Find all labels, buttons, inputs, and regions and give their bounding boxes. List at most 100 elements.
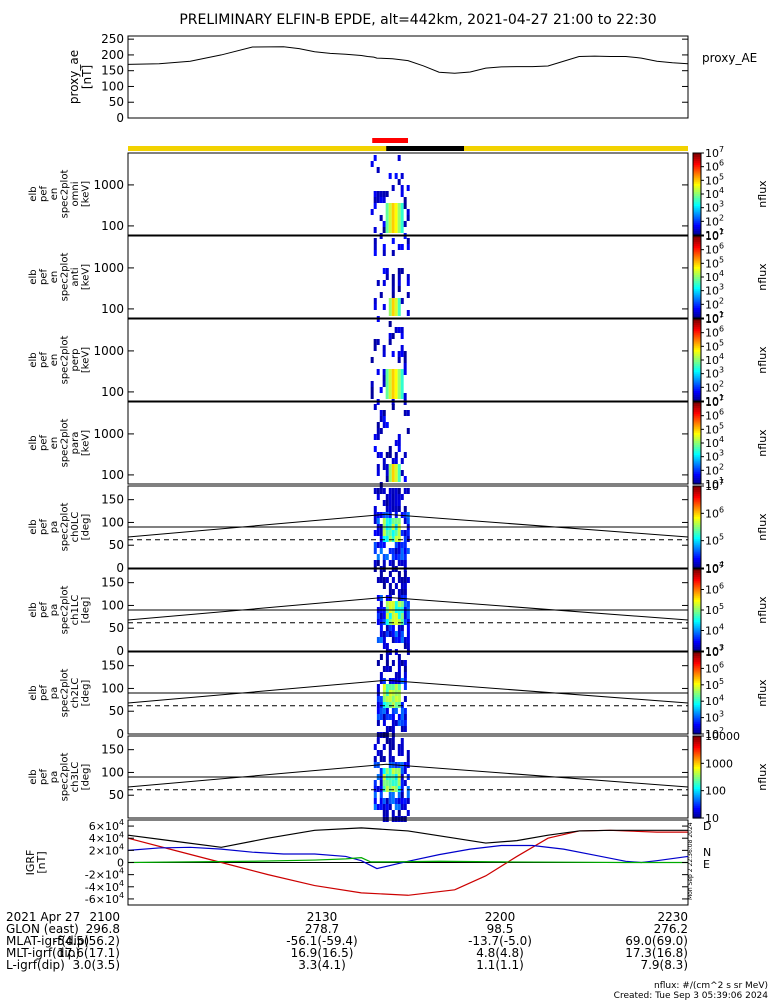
spectrogram-cell	[391, 625, 395, 631]
igrf-series-N	[127, 844, 689, 870]
colorbar-cell	[693, 750, 701, 753]
spectrogram-cell	[388, 500, 392, 506]
colorbar-tick-label: 107	[705, 228, 724, 243]
colorbar-cell	[693, 232, 701, 236]
colorbar-tick-label: 101	[705, 393, 724, 408]
spectrogram-cell	[394, 619, 398, 625]
spectrogram-cell	[379, 577, 383, 583]
colorbar-cell	[693, 428, 701, 432]
spectrogram-cell	[379, 428, 383, 434]
spectrogram-cell	[388, 619, 392, 625]
spectrogram-cell	[382, 345, 386, 351]
spectrogram-cell	[394, 768, 398, 774]
colorbar-cell	[693, 498, 701, 501]
colorbar-cell	[693, 471, 701, 475]
footer-row-value: 3.3(4.1)	[298, 958, 346, 972]
colorbar-cell	[693, 628, 701, 632]
spectrogram-cell	[400, 631, 404, 637]
colorbar-cell	[693, 531, 701, 534]
spectrogram-cell	[388, 488, 392, 494]
colorbar-label: nflux	[756, 429, 769, 457]
spectrogram-cell	[394, 786, 398, 792]
colorbar-tick-label: 104	[705, 352, 724, 367]
spectrogram-cell	[397, 768, 401, 774]
colorbar-tick-label: 104	[705, 186, 724, 201]
spectrogram-cell	[379, 197, 383, 203]
spectrogram-cell	[376, 637, 380, 643]
spectrogram-cell	[397, 798, 401, 804]
spectrogram-cell	[391, 470, 395, 476]
colorbar-cell	[693, 605, 701, 609]
spectrogram-cell	[394, 542, 398, 548]
y-tick-label: 1000	[93, 178, 124, 192]
spectrogram-cell	[376, 470, 380, 476]
colorbar-cell	[693, 678, 701, 682]
spectrogram-cell	[373, 756, 377, 762]
spectrogram-cell	[382, 381, 386, 387]
spectrogram-cell	[376, 708, 380, 714]
footer-row-value: 296.8	[86, 922, 120, 936]
spectrogram-cell	[403, 197, 407, 203]
spectrogram-cell	[394, 708, 398, 714]
colorbar-tick-label: 103	[705, 710, 724, 725]
footer-row-value: 276.2	[654, 922, 688, 936]
colorbar-cell	[693, 404, 701, 407]
colorbar-cell	[693, 736, 701, 739]
spectrogram-cell	[391, 298, 395, 304]
spectrogram-cell	[400, 542, 404, 548]
spectrogram-cell	[373, 786, 377, 792]
footer-row-value: -56.1(-59.4)	[286, 934, 357, 948]
spectrogram-cell	[406, 274, 410, 280]
spectrogram-cell	[379, 637, 383, 643]
spectrogram-cell	[382, 422, 386, 428]
spectrogram-cell	[382, 619, 386, 625]
spectrogram-cell	[400, 619, 404, 625]
spectrogram-cell	[382, 244, 386, 250]
spectrogram-cell	[406, 625, 410, 631]
spectrogram-cell	[376, 613, 380, 619]
colorbar-cell	[693, 815, 701, 819]
colorbar-cell	[693, 573, 701, 576]
spectrogram-cell	[397, 571, 401, 577]
panel-frame	[127, 235, 689, 319]
spectrogram-cell	[391, 476, 395, 482]
colorbar-cell	[693, 449, 701, 452]
y-tick-label: 100	[101, 598, 124, 612]
spectrogram-cell	[406, 428, 410, 434]
spectrogram-cell	[385, 268, 389, 274]
spectrogram-cell	[382, 554, 386, 560]
colorbar-cell	[693, 727, 701, 731]
spectrogram-cell	[403, 696, 407, 702]
colorbar-cell	[693, 721, 701, 725]
colorbar-cell	[693, 297, 701, 301]
spectrogram-cell	[373, 446, 377, 452]
spectrogram-cell	[385, 684, 389, 690]
colorbar-cell	[693, 579, 701, 582]
spectrogram-cell	[376, 732, 380, 738]
spectrogram-cell	[379, 387, 383, 393]
spectrogram-cell	[373, 345, 377, 351]
spectrogram-cell	[379, 571, 383, 577]
spectrogram-cell	[403, 351, 407, 357]
colorbar-cell	[693, 272, 701, 276]
spectrogram-cell	[373, 244, 377, 250]
spectrogram-cell	[406, 215, 410, 221]
colorbar-cell	[693, 453, 701, 456]
spectrogram-cell	[400, 185, 404, 191]
spectrogram-cell	[397, 393, 401, 399]
spectrogram-cell	[379, 750, 383, 756]
spectrogram-cell	[382, 536, 386, 542]
colorbar-cell	[693, 551, 701, 555]
colorbar-cell	[693, 711, 701, 715]
spectrogram-cell	[394, 672, 398, 678]
spectrogram-cell	[385, 643, 389, 649]
colorbar-cell	[693, 575, 701, 578]
igrf-y-tick-label: -6×104	[85, 891, 124, 906]
spectrogram-cell	[397, 381, 401, 387]
spectrogram-cell	[397, 804, 401, 810]
spectrogram-cell	[388, 804, 392, 810]
colorbar-cell	[693, 274, 701, 278]
spectrogram-cell	[406, 577, 410, 583]
spectrogram-cell	[385, 500, 389, 506]
colorbar-cell	[693, 398, 701, 402]
